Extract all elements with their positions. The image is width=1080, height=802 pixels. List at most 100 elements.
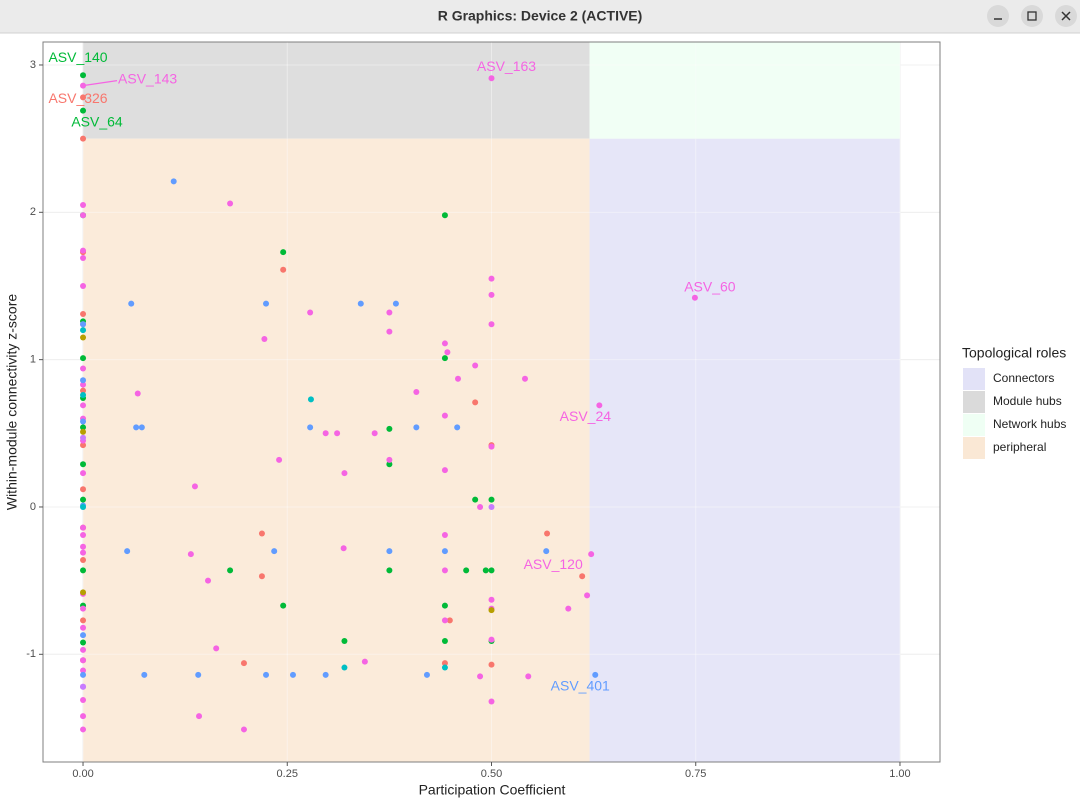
y-tick-label: 2 <box>30 206 36 218</box>
point <box>565 605 572 612</box>
y-tick-label: 3 <box>30 59 36 71</box>
point <box>446 617 453 624</box>
point <box>544 530 551 537</box>
point <box>386 425 393 432</box>
point <box>441 602 448 609</box>
legend-label: Module hubs <box>993 394 1062 408</box>
annotation: ASV_140 <box>48 49 107 65</box>
point <box>80 567 87 574</box>
point <box>488 291 495 298</box>
point <box>488 275 495 282</box>
close-button[interactable] <box>1055 5 1077 27</box>
point <box>80 486 87 493</box>
point <box>124 548 131 555</box>
point <box>584 592 591 599</box>
point <box>307 424 314 431</box>
point <box>80 434 87 441</box>
point <box>289 671 296 678</box>
point <box>263 300 270 307</box>
point <box>488 607 495 614</box>
point <box>240 726 247 733</box>
point <box>263 671 270 678</box>
point <box>455 375 462 382</box>
point <box>588 551 595 558</box>
legend-label: peripheral <box>993 440 1046 454</box>
legend-title: Topological roles <box>962 345 1066 361</box>
point <box>477 673 484 680</box>
point <box>472 496 479 503</box>
annotation: ASV_60 <box>684 278 736 294</box>
point <box>80 365 87 372</box>
legend-key <box>963 437 985 459</box>
point <box>444 349 451 356</box>
point <box>80 589 87 596</box>
point <box>80 524 87 531</box>
point <box>413 424 420 431</box>
point <box>261 336 268 343</box>
point <box>191 483 198 490</box>
point <box>80 461 87 468</box>
point <box>213 645 220 652</box>
minimize-button[interactable] <box>987 5 1009 27</box>
point <box>195 671 202 678</box>
point <box>80 310 87 317</box>
point <box>441 664 448 671</box>
annotation: ASV_24 <box>560 408 612 424</box>
point <box>80 442 87 449</box>
point <box>472 362 479 369</box>
point <box>386 548 393 555</box>
point <box>80 72 87 79</box>
point <box>80 212 87 219</box>
point <box>488 443 495 450</box>
point <box>341 470 348 477</box>
point <box>280 266 287 273</box>
point <box>227 567 234 574</box>
point <box>80 94 87 101</box>
point <box>80 334 87 341</box>
point <box>482 567 489 574</box>
point <box>341 638 348 645</box>
point <box>488 698 495 705</box>
point <box>441 567 448 574</box>
point <box>80 617 87 624</box>
region <box>83 138 590 762</box>
y-tick-label: 0 <box>30 501 36 513</box>
point <box>334 430 341 437</box>
point <box>441 412 448 419</box>
point <box>80 355 87 362</box>
point <box>240 660 247 667</box>
point <box>488 661 495 668</box>
point <box>80 201 87 208</box>
maximize-button[interactable] <box>1021 5 1043 27</box>
point <box>80 496 87 503</box>
point <box>141 671 148 678</box>
point <box>80 247 87 254</box>
point <box>80 254 87 261</box>
point <box>441 660 448 667</box>
point <box>521 375 528 382</box>
point <box>80 381 87 388</box>
title-bar <box>0 0 1080 33</box>
point <box>276 456 283 463</box>
point <box>280 602 287 609</box>
point <box>80 543 87 550</box>
point <box>80 646 87 653</box>
point <box>80 107 87 114</box>
point <box>80 327 87 334</box>
y-tick-label: 1 <box>30 354 36 366</box>
point <box>441 212 448 219</box>
point <box>280 249 287 256</box>
point <box>441 638 448 645</box>
point <box>341 664 348 671</box>
point <box>543 548 550 555</box>
annotation: ASV_326 <box>48 90 107 106</box>
point <box>258 530 265 537</box>
point <box>441 340 448 347</box>
point <box>488 567 495 574</box>
point <box>258 573 265 580</box>
point <box>187 551 194 558</box>
point <box>441 355 448 362</box>
point <box>80 667 87 674</box>
point <box>454 424 461 431</box>
